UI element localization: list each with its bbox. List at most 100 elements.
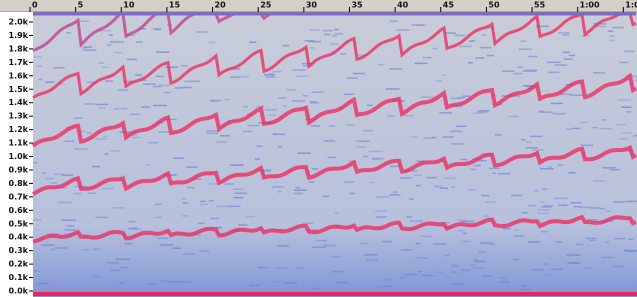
noise-speck bbox=[451, 264, 457, 266]
noise-speck bbox=[462, 241, 470, 243]
noise-speck bbox=[456, 126, 466, 128]
noise-speck bbox=[220, 135, 230, 137]
noise-speck bbox=[382, 241, 392, 243]
noise-speck bbox=[45, 81, 54, 83]
noise-speck bbox=[303, 95, 308, 97]
noise-speck bbox=[173, 157, 184, 159]
noise-speck bbox=[551, 103, 563, 105]
noise-speck bbox=[456, 97, 464, 99]
y-tick-label: 0.9k bbox=[9, 165, 29, 174]
noise-speck bbox=[323, 196, 330, 198]
noise-speck bbox=[389, 194, 400, 196]
noise-speck bbox=[630, 251, 634, 253]
noise-speck bbox=[483, 275, 493, 277]
noise-speck bbox=[480, 242, 491, 244]
noise-speck bbox=[111, 150, 120, 152]
noise-speck bbox=[613, 201, 624, 203]
noise-speck bbox=[258, 267, 268, 269]
y-tick-label: 1.8k bbox=[9, 44, 29, 53]
noise-speck bbox=[384, 279, 391, 281]
noise-speck bbox=[475, 57, 484, 59]
noise-speck bbox=[621, 106, 631, 108]
noise-speck bbox=[540, 168, 553, 170]
noise-speck bbox=[95, 217, 107, 219]
noise-speck bbox=[344, 181, 354, 183]
noise-speck bbox=[490, 243, 495, 245]
noise-speck bbox=[369, 151, 383, 153]
noise-speck bbox=[357, 141, 370, 143]
noise-speck bbox=[283, 106, 287, 108]
noise-speck bbox=[443, 136, 454, 138]
page: {"chart_data": {"type": "spectrogram", "… bbox=[0, 0, 637, 297]
noise-speck bbox=[174, 87, 182, 89]
noise-speck bbox=[74, 148, 88, 150]
noise-speck bbox=[617, 99, 631, 101]
noise-speck bbox=[576, 244, 583, 246]
noise-speck bbox=[58, 202, 72, 204]
y-tick-label: 0.2k bbox=[9, 260, 29, 269]
noise-speck bbox=[38, 79, 42, 81]
noise-speck bbox=[386, 88, 400, 90]
noise-speck bbox=[324, 34, 330, 36]
noise-speck bbox=[350, 193, 355, 195]
noise-speck bbox=[614, 238, 625, 240]
noise-speck bbox=[283, 45, 289, 47]
noise-speck bbox=[534, 190, 539, 192]
noise-speck bbox=[335, 212, 339, 214]
noise-speck bbox=[196, 31, 208, 33]
y-tick-label: 0.5k bbox=[9, 219, 29, 228]
noise-speck bbox=[125, 243, 133, 245]
noise-speck bbox=[405, 274, 417, 276]
noise-speck bbox=[363, 156, 368, 158]
noise-speck bbox=[105, 80, 113, 82]
noise-speck bbox=[498, 282, 509, 284]
noise-speck bbox=[389, 68, 402, 70]
noise-speck bbox=[329, 125, 335, 127]
noise-speck bbox=[353, 73, 365, 75]
noise-speck bbox=[444, 255, 450, 257]
noise-speck bbox=[487, 55, 494, 57]
noise-speck bbox=[616, 124, 626, 126]
noise-speck bbox=[310, 102, 319, 104]
y-tick-label: 0.4k bbox=[9, 233, 29, 242]
noise-speck bbox=[216, 141, 227, 143]
noise-speck bbox=[518, 67, 523, 69]
noise-speck bbox=[107, 44, 112, 46]
noise-speck bbox=[185, 81, 195, 83]
noise-speck bbox=[187, 187, 195, 189]
noise-speck bbox=[424, 137, 433, 139]
noise-speck bbox=[95, 138, 107, 140]
noise-speck bbox=[441, 75, 445, 77]
noise-speck bbox=[199, 250, 209, 252]
noise-speck bbox=[273, 281, 281, 283]
noise-speck bbox=[514, 229, 518, 231]
x-tick-label: 40 bbox=[397, 1, 409, 10]
noise-speck bbox=[115, 52, 123, 54]
noise-speck bbox=[473, 259, 478, 261]
y-tick-label: 1.6k bbox=[9, 71, 29, 80]
noise-speck bbox=[557, 164, 563, 166]
spectrogram-area[interactable] bbox=[33, 13, 637, 297]
y-tick-label: 1.1k bbox=[9, 139, 29, 148]
x-tick-label: 10 bbox=[123, 1, 135, 10]
y-tick-label: 1.3k bbox=[9, 112, 29, 121]
noise-speck bbox=[382, 286, 391, 288]
noise-speck bbox=[62, 219, 76, 221]
noise-speck bbox=[296, 187, 300, 189]
noise-speck bbox=[375, 210, 387, 212]
noise-speck bbox=[334, 33, 343, 35]
y-tick-label: 0.3k bbox=[9, 246, 29, 255]
noise-speck bbox=[95, 104, 108, 106]
noise-speck bbox=[34, 56, 42, 58]
noise-speck bbox=[246, 216, 255, 218]
noise-speck bbox=[522, 212, 528, 214]
noise-speck bbox=[312, 246, 326, 248]
noise-speck bbox=[230, 76, 240, 78]
noise-speck bbox=[462, 269, 471, 271]
noise-speck bbox=[622, 132, 631, 134]
noise-speck bbox=[120, 267, 128, 269]
noise-speck bbox=[387, 115, 394, 117]
noise-speck bbox=[330, 256, 341, 257]
noise-speck bbox=[542, 188, 547, 190]
noise-speck bbox=[619, 62, 628, 64]
